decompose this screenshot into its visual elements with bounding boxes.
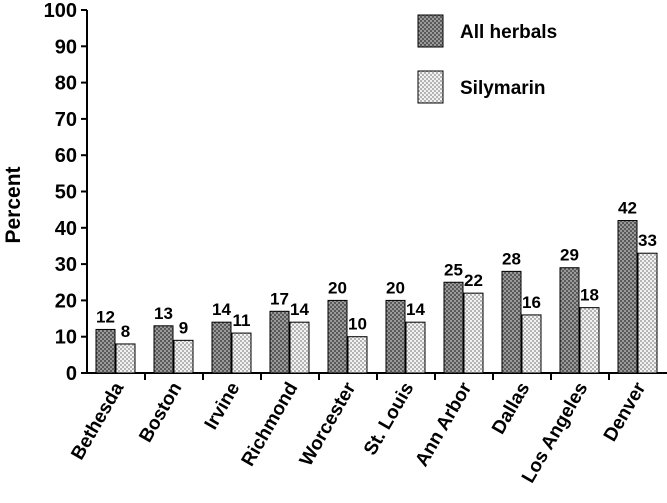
data-label-all-herbals: 20 xyxy=(328,278,347,297)
bar-silymarin xyxy=(289,321,310,374)
y-tick-label: 60 xyxy=(55,145,77,167)
data-label-silymarin: 14 xyxy=(290,300,309,319)
legend: All herbals Silymarin xyxy=(417,14,557,104)
x-category-label: Irvine xyxy=(201,379,245,433)
bar-all-herbals xyxy=(385,299,406,374)
bar-all-herbals xyxy=(95,328,116,374)
x-category-label: St. Louis xyxy=(360,379,418,459)
bar-silymarin xyxy=(521,314,542,374)
data-label-silymarin: 8 xyxy=(121,322,130,341)
bar-silymarin xyxy=(115,343,136,374)
x-category-label: Denver xyxy=(600,378,651,445)
data-label-all-herbals: 28 xyxy=(502,249,521,268)
data-label-silymarin: 22 xyxy=(464,271,483,290)
y-axis-title: Percent xyxy=(2,166,25,243)
x-category-label: Dallas xyxy=(488,379,534,438)
data-label-all-herbals: 12 xyxy=(96,307,115,326)
x-category-label: Boston xyxy=(135,379,186,446)
legend-label-silymarin: Silymarin xyxy=(460,78,546,99)
bar-all-herbals xyxy=(269,310,290,374)
data-label-silymarin: 16 xyxy=(522,293,541,312)
y-tick-label: 80 xyxy=(55,73,77,95)
y-tick-label: 30 xyxy=(55,254,77,276)
bar-silymarin xyxy=(405,321,426,374)
y-tick-label: 0 xyxy=(66,363,77,385)
bar-all-herbals xyxy=(617,220,638,374)
data-label-all-herbals: 14 xyxy=(212,300,231,319)
data-label-all-herbals: 20 xyxy=(386,278,405,297)
data-label-silymarin: 14 xyxy=(406,300,425,319)
bar-all-herbals xyxy=(443,281,464,374)
bar-silymarin xyxy=(579,307,600,374)
bar-all-herbals xyxy=(501,270,522,374)
bar-silymarin xyxy=(463,292,484,374)
bar-silymarin xyxy=(231,332,252,374)
data-label-silymarin: 33 xyxy=(638,231,657,250)
x-category-label: Worcester xyxy=(296,378,361,469)
data-label-all-herbals: 42 xyxy=(618,199,637,218)
x-category-label: Ann Arbor xyxy=(412,378,477,470)
bars xyxy=(95,220,658,374)
legend-label-all-herbals: All herbals xyxy=(460,22,557,43)
legend-swatch-silymarin xyxy=(417,70,444,104)
data-label-all-herbals: 17 xyxy=(270,289,289,308)
bar-silymarin xyxy=(637,252,658,374)
y-axis: 0 10 20 30 40 50 60 70 80 90 100 xyxy=(44,0,88,385)
legend-swatch-all-herbals xyxy=(417,14,444,48)
y-tick-label: 10 xyxy=(55,327,77,349)
y-tick-label: 100 xyxy=(44,0,77,22)
bar-all-herbals xyxy=(153,325,174,374)
data-label-all-herbals: 13 xyxy=(154,304,173,323)
y-tick-label: 40 xyxy=(55,218,77,240)
bar-all-herbals xyxy=(211,321,232,374)
data-label-silymarin: 9 xyxy=(179,318,188,337)
y-tick-label: 70 xyxy=(55,109,77,131)
bar-all-herbals xyxy=(559,267,580,374)
y-tick-label: 90 xyxy=(55,36,77,58)
x-category-label: Richmond xyxy=(238,379,303,470)
data-label-silymarin: 18 xyxy=(580,286,599,305)
bar-all-herbals xyxy=(327,299,348,374)
bar-silymarin xyxy=(347,336,368,374)
y-tick-label: 20 xyxy=(55,290,77,312)
y-tick-label: 50 xyxy=(55,182,77,204)
data-label-all-herbals: 29 xyxy=(560,246,579,265)
data-label-all-herbals: 25 xyxy=(444,260,463,279)
data-label-silymarin: 10 xyxy=(348,315,367,334)
bar-silymarin xyxy=(173,339,194,374)
x-category-label: Bethesda xyxy=(67,379,128,464)
data-label-silymarin: 11 xyxy=(233,311,251,330)
